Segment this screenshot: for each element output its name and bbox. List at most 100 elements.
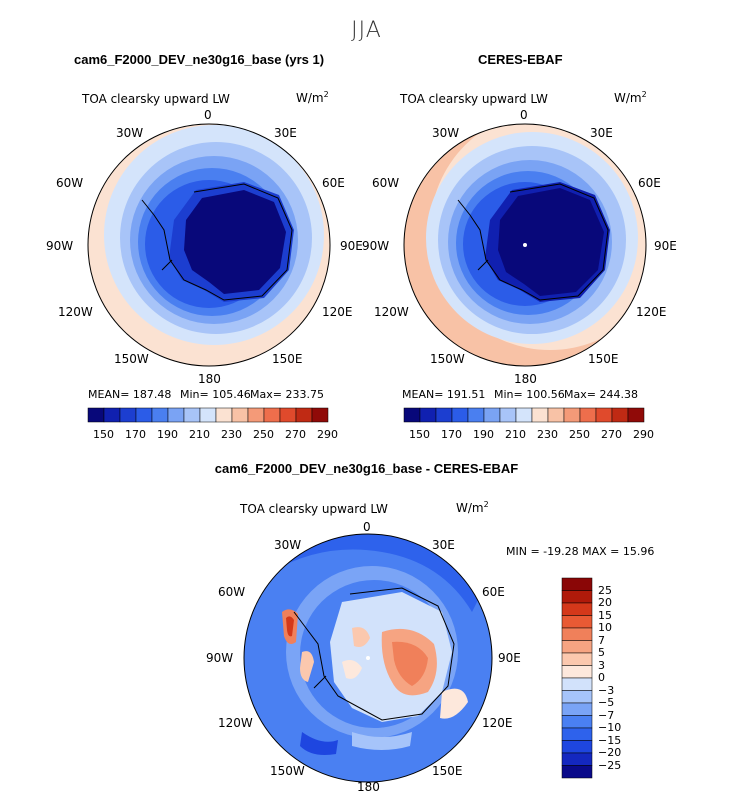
panel2-lon-label: 30W: [432, 126, 460, 140]
colorbar-swatch: [561, 677, 593, 691]
panel2-polar-map: [403, 123, 647, 367]
colorbar-tick-label: 5: [598, 646, 605, 659]
colorbar-tick-label: 170: [441, 428, 462, 441]
colorbar-tick-label: 210: [505, 428, 526, 441]
colorbar-swatch: [295, 407, 313, 423]
panel1-lon-label: 150E: [272, 352, 303, 366]
season-title: JJA: [351, 18, 382, 43]
panel3-colorbar-ticks: 25 20 15 10 7 5 3 0 −3 −5 −7 −10 −15 −20 −25: [598, 578, 638, 778]
panel3-polar-map: [243, 533, 493, 783]
colorbar-swatch: [451, 407, 469, 423]
colorbar-tick-label: 15: [598, 608, 612, 622]
colorbar-swatch: [547, 407, 565, 423]
colorbar-swatch: [561, 627, 593, 641]
panel1-polar-map: [87, 123, 331, 367]
panel2-lon-label: 120W: [374, 305, 409, 319]
colorbar-swatch: [403, 407, 421, 423]
panel1-lon-label: 120W: [58, 305, 93, 319]
colorbar-swatch: [561, 752, 593, 766]
colorbar-swatch: [467, 407, 485, 423]
colorbar-tick-label: 290: [317, 428, 338, 441]
colorbar-tick-label: 250: [253, 428, 274, 441]
colorbar-tick-label: −7: [598, 708, 615, 722]
panel3-lon-label: 60W: [218, 585, 246, 599]
panel1-lon-label: 0: [204, 108, 212, 122]
colorbar-swatch: [561, 740, 593, 754]
panel2-lon-label: 30E: [590, 126, 613, 140]
panel1-max: Max= 233.75: [250, 388, 324, 401]
panel1-units: W/m2: [296, 90, 329, 105]
colorbar-swatch: [595, 407, 613, 423]
colorbar-tick-label: −20: [598, 746, 622, 759]
panel3-lon-label: 0: [363, 520, 371, 534]
panel3-lon-label: 120E: [482, 716, 513, 730]
panel1-lon-label: 120E: [322, 305, 353, 319]
panel1-lon-label: 150W: [114, 352, 149, 366]
panel1-lon-label: 90E: [340, 239, 363, 253]
panel2-lon-label: 60E: [638, 176, 661, 190]
panel3-coastline: [293, 587, 455, 721]
colorbar-swatch: [561, 665, 593, 679]
panel1-colorbar: [87, 407, 329, 423]
colorbar-swatch: [499, 407, 517, 423]
colorbar-swatch: [561, 577, 593, 591]
colorbar-swatch: [215, 407, 233, 423]
panel1-lon-label: 30E: [274, 126, 297, 140]
colorbar-tick-label: 150: [93, 428, 114, 441]
panel2-max: Max= 244.38: [564, 388, 638, 401]
colorbar-tick-label: 0: [598, 671, 605, 684]
panel3-lon-label: 120W: [218, 716, 253, 730]
colorbar-tick-label: 210: [189, 428, 210, 441]
colorbar-swatch: [579, 407, 597, 423]
panel3-minmax: MIN = -19.28 MAX = 15.96: [506, 545, 655, 558]
panel3-lon-label: 30W: [274, 538, 302, 552]
colorbar-tick-label: −3: [598, 683, 615, 697]
panel1-title: cam6_F2000_DEV_ne30g16_base (yrs 1): [74, 52, 325, 67]
colorbar-swatch: [531, 407, 549, 423]
colorbar-tick-label: 10: [598, 621, 612, 634]
panel3-units: W/m2: [456, 500, 489, 515]
colorbar-tick-label: 25: [598, 583, 612, 597]
panel2-colorbar-ticks: 150 170 190 210 230 250 270 290: [404, 426, 654, 441]
colorbar-tick-label: −15: [598, 733, 622, 747]
colorbar-tick-label: 190: [473, 428, 494, 441]
colorbar-swatch: [119, 407, 137, 423]
panel3-title: cam6_F2000_DEV_ne30g16_base - CERES-EBAF: [214, 461, 519, 476]
panel2-lon-label: 60W: [372, 176, 400, 190]
colorbar-tick-label: 190: [157, 428, 178, 441]
panel1-lon-label: 90W: [46, 239, 74, 253]
colorbar-swatch: [311, 407, 329, 423]
colorbar-tick-label: 170: [125, 428, 146, 441]
colorbar-swatch: [561, 602, 593, 616]
panel1-mean: MEAN= 187.48: [88, 388, 172, 401]
colorbar-swatch: [231, 407, 249, 423]
panel2-lon-label: 150E: [588, 352, 619, 366]
colorbar-swatch: [167, 407, 185, 423]
colorbar-swatch: [561, 702, 593, 716]
panel3-lon-label: 150W: [270, 764, 305, 778]
panel2-coastline: [457, 183, 609, 301]
colorbar-tick-label: 290: [633, 428, 654, 441]
panel1-lon-label: 180: [198, 372, 221, 386]
colorbar-swatch: [561, 727, 593, 741]
panel2-mean: MEAN= 191.51: [402, 388, 486, 401]
panel3-variable: TOA clearsky upward LW: [240, 502, 388, 516]
colorbar-swatch: [561, 640, 593, 654]
colorbar-swatch: [419, 407, 437, 423]
colorbar-tick-label: 230: [537, 428, 558, 441]
panel2-lon-label: 150W: [430, 352, 465, 366]
panel3-lon-label: 60E: [482, 585, 505, 599]
panel2-units: W/m2: [614, 90, 647, 105]
panel2-lon-label: 0: [520, 108, 528, 122]
colorbar-tick-label: −25: [598, 758, 622, 772]
colorbar-tick-label: 230: [221, 428, 242, 441]
panel1-coastline: [141, 183, 293, 301]
panel1-min: Min= 105.46: [180, 388, 251, 401]
colorbar-swatch: [561, 590, 593, 604]
colorbar-swatch: [561, 615, 593, 629]
panel2-lon-label: 90W: [362, 239, 390, 253]
colorbar-swatch: [135, 407, 153, 423]
panel3-lon-label: 180: [357, 780, 380, 794]
colorbar-tick-label: 20: [598, 596, 612, 609]
colorbar-swatch: [199, 407, 217, 423]
